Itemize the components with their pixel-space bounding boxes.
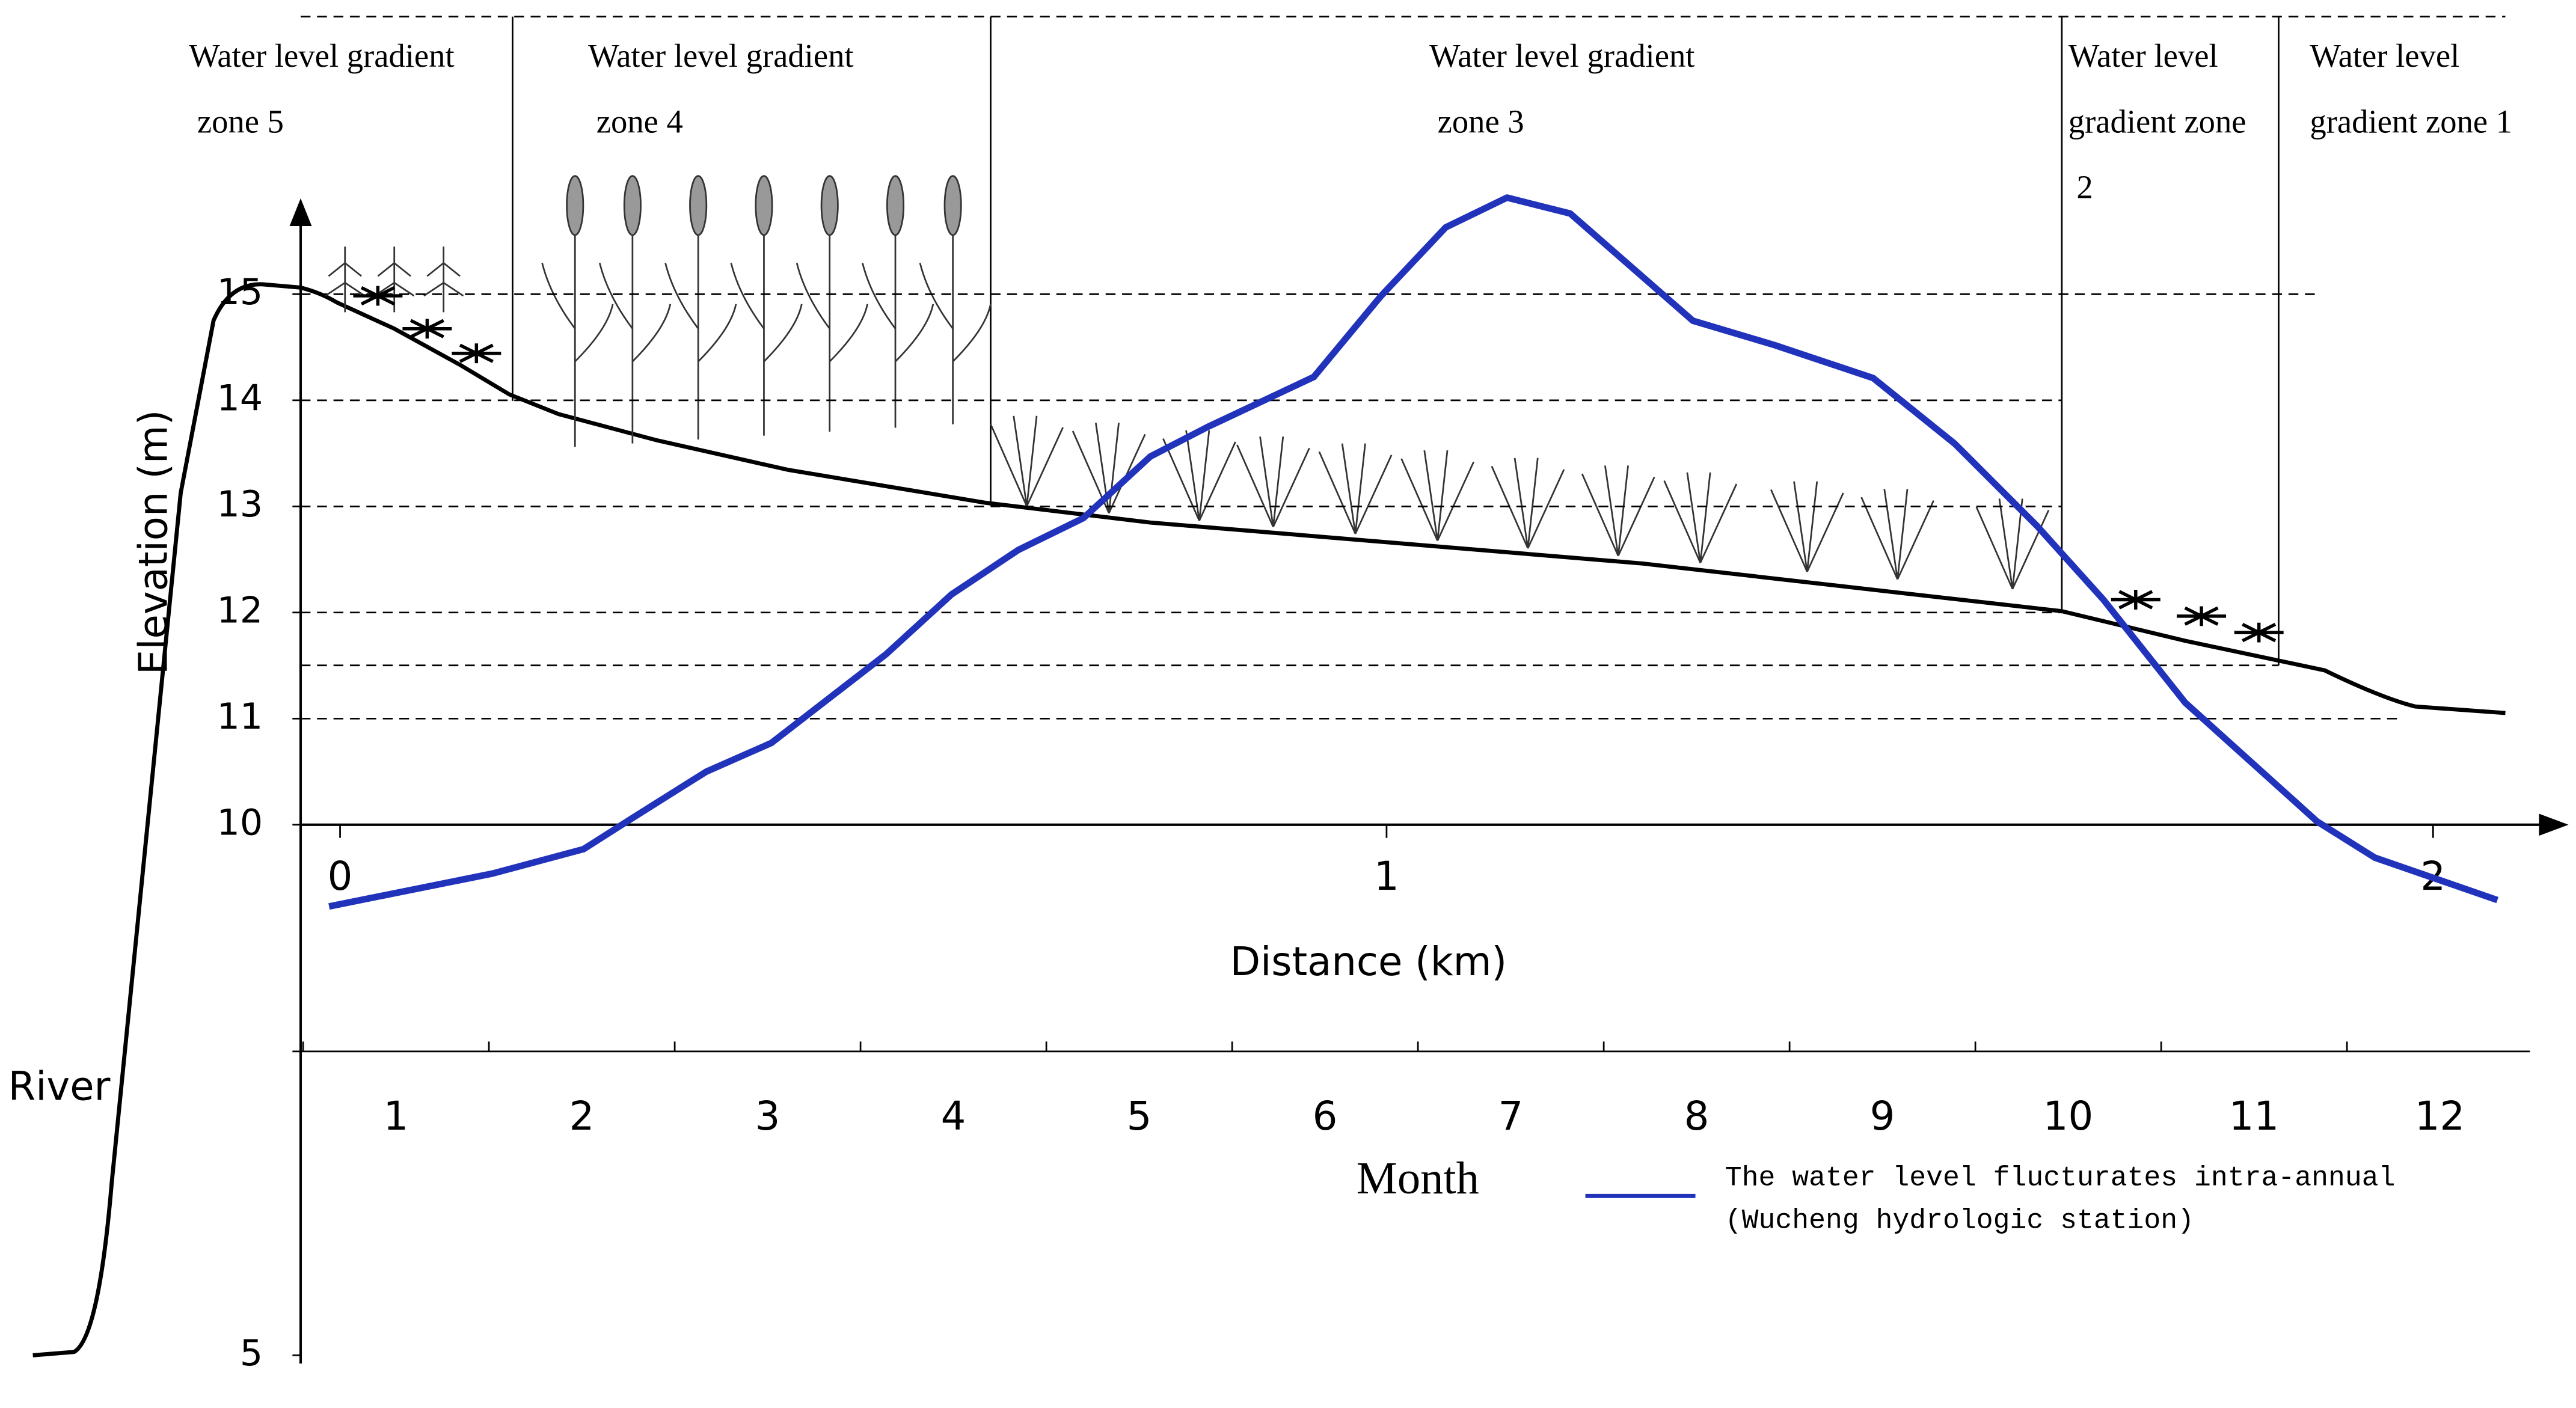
month-label: 1 bbox=[384, 1094, 409, 1139]
y-tick-label: 11 bbox=[217, 696, 263, 738]
y-tick-label: 15 bbox=[217, 271, 263, 313]
legend-label: The water level flucturates intra-annual bbox=[1725, 1162, 2396, 1193]
y-tick-label: 13 bbox=[217, 483, 263, 525]
month-label: 2 bbox=[569, 1094, 595, 1139]
month-label: 9 bbox=[1870, 1094, 1895, 1139]
month-label: 8 bbox=[1684, 1094, 1710, 1139]
grass bbox=[1770, 481, 1844, 572]
y-axis-label: Elevation (m) bbox=[131, 410, 177, 675]
zone-label: Water level gradient bbox=[1429, 37, 1694, 74]
zone-label: Water level bbox=[2068, 37, 2218, 74]
x-tick-label: 1 bbox=[1374, 854, 1399, 899]
zone-label: Water level gradient bbox=[588, 37, 853, 74]
month-label: 3 bbox=[755, 1094, 780, 1139]
y-tick-label: 10 bbox=[217, 801, 263, 843]
zone-label: zone 5 bbox=[197, 103, 284, 139]
grass bbox=[1236, 436, 1310, 528]
fern bbox=[374, 246, 415, 313]
reed bbox=[598, 213, 672, 444]
reed bbox=[541, 213, 614, 447]
month-label: 7 bbox=[1498, 1094, 1524, 1139]
reed bbox=[664, 213, 737, 440]
y-tick-label: 12 bbox=[217, 589, 263, 631]
grass bbox=[1663, 472, 1738, 563]
reed bbox=[730, 213, 803, 436]
month-label: 10 bbox=[2043, 1094, 2093, 1139]
water-level-line bbox=[328, 194, 2499, 910]
grass bbox=[990, 415, 1064, 507]
star-plant bbox=[452, 343, 501, 364]
zone-label: gradient zone 1 bbox=[2310, 103, 2512, 139]
reed-head bbox=[689, 175, 708, 236]
grass bbox=[1400, 450, 1474, 541]
zone-label: zone 3 bbox=[1438, 103, 1524, 139]
grass bbox=[1072, 423, 1146, 514]
grass bbox=[1162, 430, 1236, 521]
vegetation bbox=[325, 175, 2284, 643]
reed-head bbox=[566, 175, 584, 236]
month-label: 11 bbox=[2229, 1094, 2279, 1139]
month-axis-label: Month bbox=[1357, 1152, 1479, 1204]
reed-head bbox=[943, 175, 962, 236]
reed-head bbox=[623, 175, 642, 236]
legend-note: (Wucheng hydrologic station) bbox=[1725, 1205, 2194, 1237]
month-label: 6 bbox=[1313, 1094, 1338, 1139]
zone-label: 2 bbox=[2076, 169, 2093, 206]
y-tick-label: 14 bbox=[217, 377, 263, 419]
x-axis-label: Distance (km) bbox=[1230, 939, 1507, 985]
grass bbox=[1318, 443, 1393, 534]
star-plant bbox=[2177, 606, 2227, 626]
reed-head bbox=[755, 175, 773, 236]
grass bbox=[1975, 498, 2050, 590]
zone-label: zone 4 bbox=[596, 103, 683, 139]
x-tick-label: 0 bbox=[328, 854, 353, 899]
zone-label: Water level bbox=[2310, 37, 2459, 74]
zone-label: Water level gradient bbox=[189, 37, 454, 74]
fern bbox=[325, 246, 366, 313]
reed bbox=[796, 213, 868, 432]
reed bbox=[862, 213, 934, 428]
month-label: 4 bbox=[941, 1094, 966, 1139]
month-label: 12 bbox=[2415, 1094, 2465, 1139]
grass bbox=[1860, 489, 1934, 580]
month-label: 5 bbox=[1127, 1094, 1152, 1139]
grass bbox=[1581, 465, 1655, 557]
reed bbox=[919, 213, 992, 424]
reed-head bbox=[886, 175, 905, 236]
star-plant bbox=[2234, 622, 2284, 643]
grass bbox=[1491, 458, 1565, 549]
reed-head bbox=[820, 175, 839, 236]
y-tick-label: 5 bbox=[240, 1332, 263, 1374]
star-plant bbox=[402, 319, 452, 339]
star-plant bbox=[2111, 590, 2160, 610]
river-label: River bbox=[8, 1064, 111, 1110]
fern bbox=[423, 246, 464, 313]
frame bbox=[32, 16, 2569, 1364]
zone-label: gradient zone bbox=[2068, 103, 2246, 139]
star-plant bbox=[353, 286, 403, 306]
